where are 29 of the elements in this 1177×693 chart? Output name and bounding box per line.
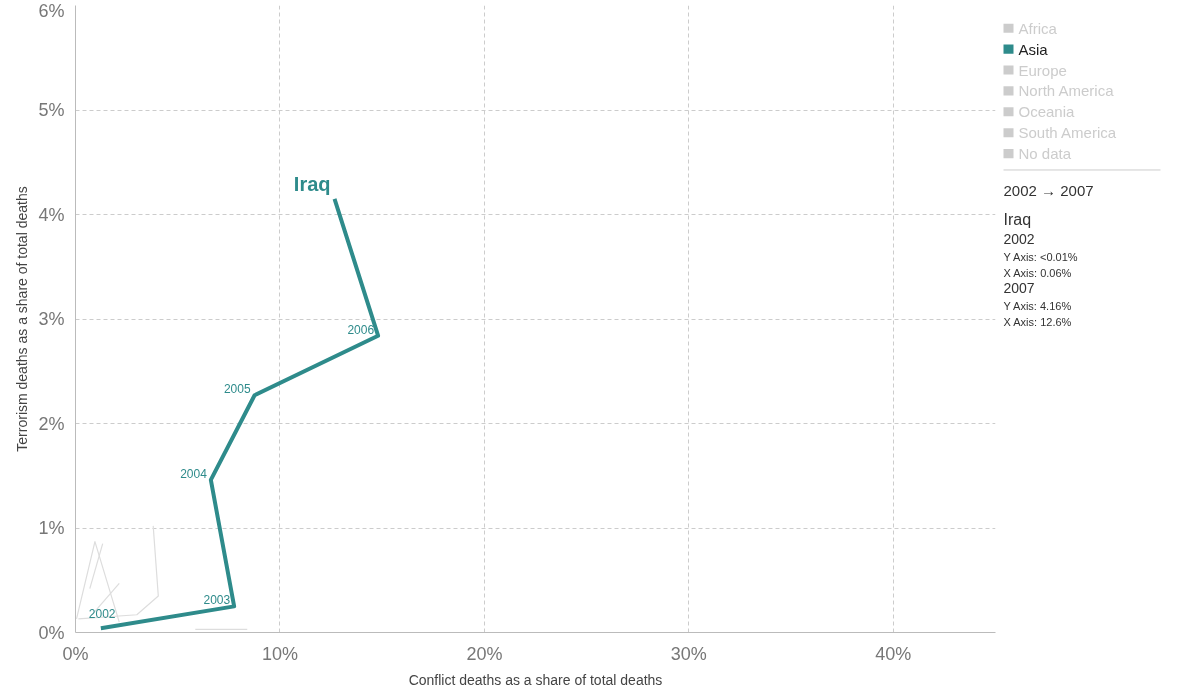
y-tick-label: 6% xyxy=(38,0,65,21)
y-tick-label: 5% xyxy=(38,100,65,120)
x-tick-label: 30% xyxy=(670,643,707,664)
legend-label: Asia xyxy=(1018,40,1049,58)
text: 2002 xyxy=(1003,231,1035,248)
annotation: 2002 xyxy=(88,607,116,622)
annotation: 2004 xyxy=(180,466,208,481)
text: Y Axis: 4.16% xyxy=(1003,300,1072,313)
x-tick-label: 0% xyxy=(62,643,89,664)
annotation: 2005 xyxy=(223,382,251,397)
x-tick-label: 20% xyxy=(466,643,503,664)
text: Y Axis: <0.01% xyxy=(1003,251,1078,264)
text: Iraq xyxy=(1003,210,1032,228)
text: 2002 → 2007 xyxy=(1003,182,1094,200)
y-tick-label: 2% xyxy=(38,413,65,434)
x-tick-label: 10% xyxy=(261,643,298,664)
annotation: 2006 xyxy=(347,322,375,337)
annotation: 2003 xyxy=(203,593,231,608)
y-tick-label: 3% xyxy=(38,309,65,329)
y-tick-label: 0% xyxy=(38,622,65,643)
y-tick-label: 4% xyxy=(38,204,65,225)
text: X Axis: 0.06% xyxy=(1003,266,1072,279)
x-axis-title: Conflict deaths as a share of total deaths xyxy=(408,671,663,688)
y-tick-label: 1% xyxy=(38,518,65,538)
annotation: Iraq xyxy=(293,172,331,195)
text: 2007 xyxy=(1003,280,1035,297)
text: X Axis: 12.6% xyxy=(1003,315,1072,328)
y-axis-title: Terrorism deaths as a share of total deaths xyxy=(14,186,31,452)
x-tick-label: 40% xyxy=(875,643,912,664)
